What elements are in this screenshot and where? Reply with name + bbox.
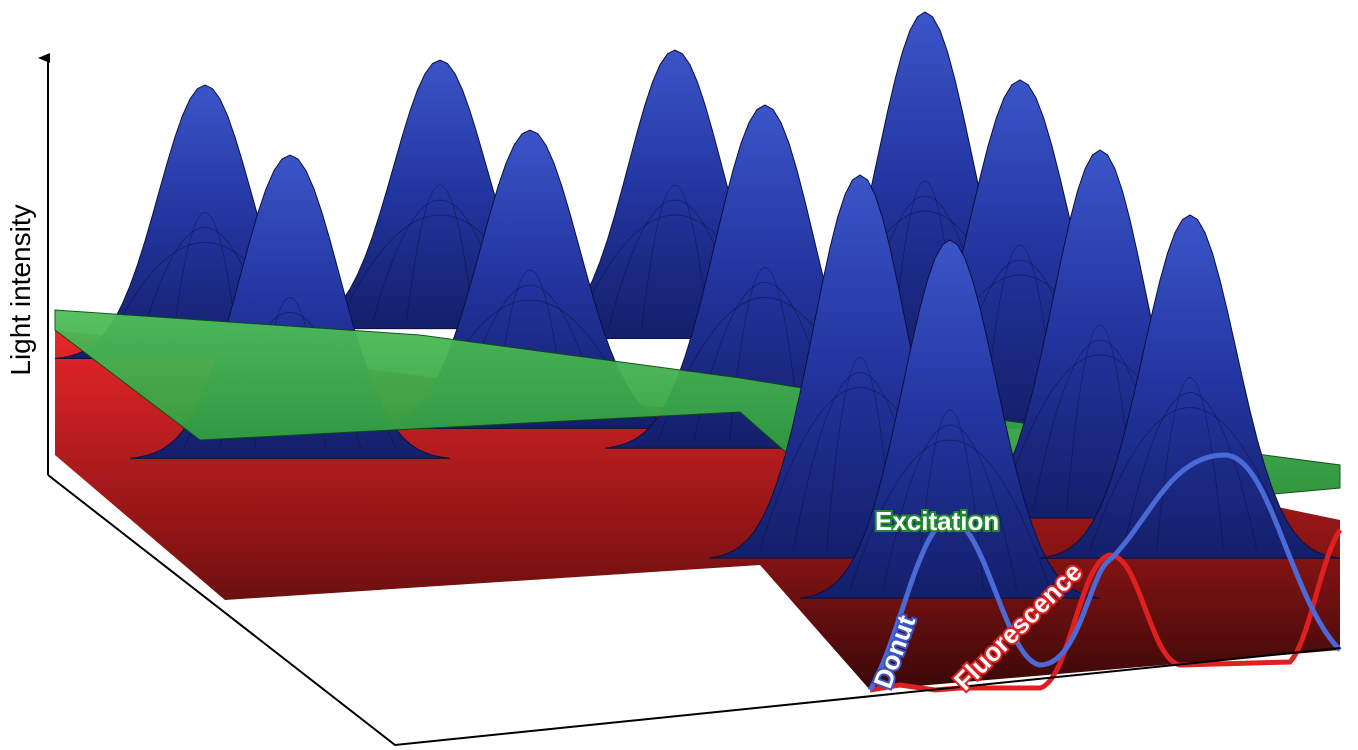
page: Light intensity Excitation Donut Fluores… [0, 0, 1358, 750]
excitation-label: Excitation [875, 506, 999, 536]
axis-label: Light intensity [5, 204, 36, 375]
figure: Light intensity Excitation Donut Fluores… [0, 0, 1358, 750]
